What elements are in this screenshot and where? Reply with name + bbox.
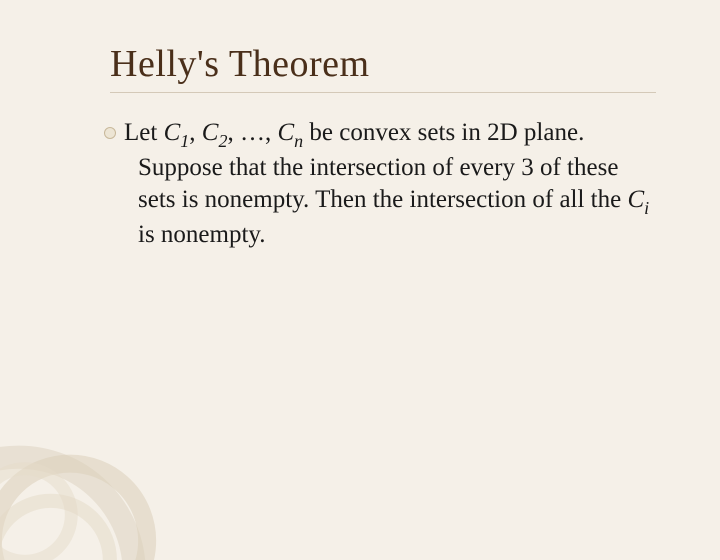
slide-content: Helly's Theorem Let C1, C2, …, Cn be con… <box>0 0 720 540</box>
sub-2: 2 <box>218 131 227 151</box>
text-end: is nonempty. <box>138 221 266 248</box>
theorem-text: Let C1, C2, …, Cn be convex sets in 2D p… <box>124 117 656 251</box>
var-cn: C <box>277 119 294 146</box>
sub-n: n <box>294 131 303 151</box>
sub-i: i <box>644 198 649 218</box>
var-ci: C <box>627 186 644 213</box>
text-ellipsis: , …, <box>227 119 277 146</box>
text-comma1: , <box>189 119 202 146</box>
bullet-icon <box>104 127 116 139</box>
sub-1: 1 <box>180 131 189 151</box>
text-let: Let <box>124 119 164 146</box>
slide-title: Helly's Theorem <box>110 42 656 86</box>
body-block: Let C1, C2, …, Cn be convex sets in 2D p… <box>110 117 656 251</box>
title-underline <box>110 92 656 93</box>
var-c1: C <box>164 119 181 146</box>
var-c2: C <box>202 119 219 146</box>
